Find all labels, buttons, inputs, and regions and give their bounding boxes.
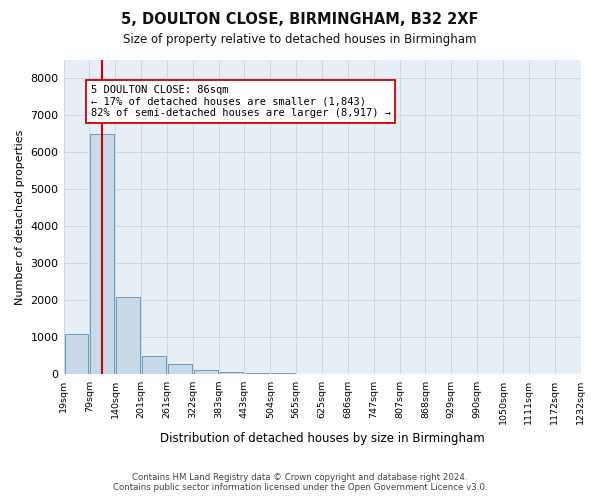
Bar xyxy=(91,134,114,374)
Text: Size of property relative to detached houses in Birmingham: Size of property relative to detached ho… xyxy=(123,32,477,46)
Text: 5 DOULTON CLOSE: 86sqm
← 17% of detached houses are smaller (1,843)
82% of semi-: 5 DOULTON CLOSE: 86sqm ← 17% of detached… xyxy=(91,85,391,118)
Bar xyxy=(220,372,244,374)
Bar xyxy=(168,364,192,374)
Text: 5, DOULTON CLOSE, BIRMINGHAM, B32 2XF: 5, DOULTON CLOSE, BIRMINGHAM, B32 2XF xyxy=(121,12,479,28)
Bar xyxy=(245,373,269,374)
Bar xyxy=(116,296,140,374)
Bar xyxy=(65,334,88,374)
Text: Contains HM Land Registry data © Crown copyright and database right 2024.
Contai: Contains HM Land Registry data © Crown c… xyxy=(113,473,487,492)
Bar xyxy=(194,370,218,374)
Y-axis label: Number of detached properties: Number of detached properties xyxy=(15,130,25,305)
X-axis label: Distribution of detached houses by size in Birmingham: Distribution of detached houses by size … xyxy=(160,432,484,445)
Bar xyxy=(142,356,166,374)
